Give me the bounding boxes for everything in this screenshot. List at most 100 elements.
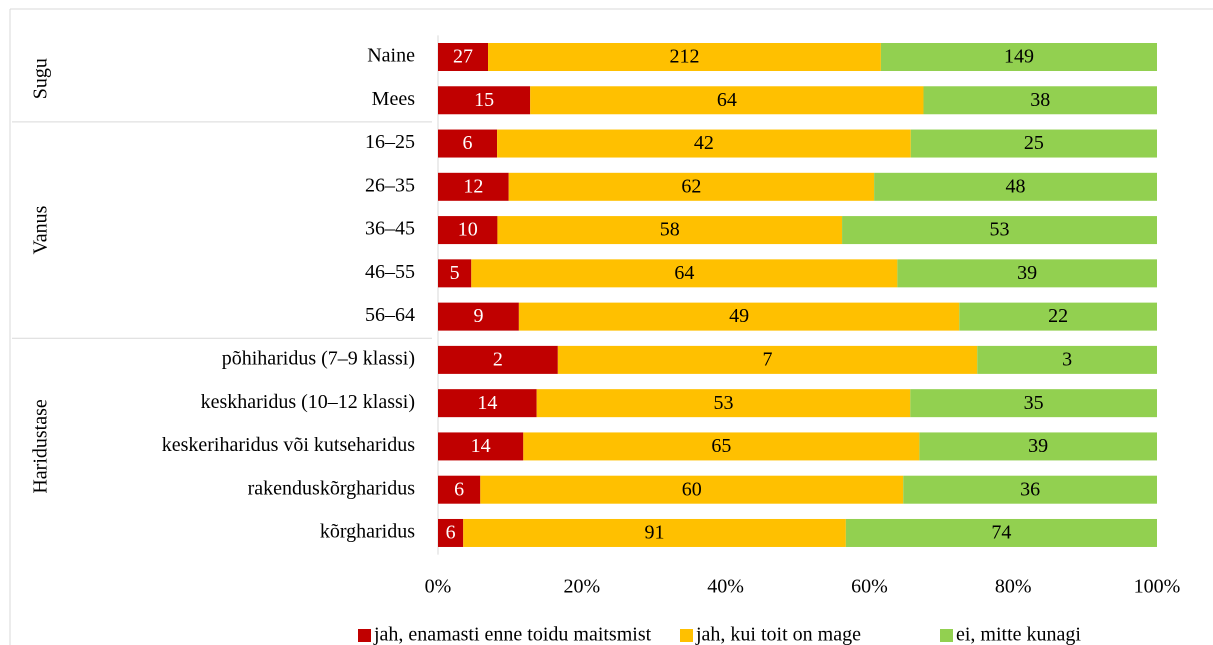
data-label: 64: [674, 262, 694, 284]
data-label: 42: [694, 132, 714, 154]
data-label: 60: [682, 478, 702, 500]
data-label: 53: [713, 392, 733, 414]
bar-segment: [480, 475, 904, 504]
bar-segment: [488, 43, 881, 71]
bar-segment: [910, 389, 1157, 418]
bar-segment: [903, 475, 1157, 504]
data-label: 64: [717, 89, 737, 111]
y-tick-label: Naine: [367, 45, 415, 67]
data-label: 15: [474, 89, 494, 111]
data-label: 6: [463, 132, 473, 154]
y-tick-label: rakenduskõrgharidus: [248, 477, 416, 499]
bar-segment: [438, 259, 472, 288]
data-label: 35: [1024, 392, 1044, 414]
bar-segment: [497, 216, 843, 245]
y-tick-label: 46–55: [365, 261, 415, 283]
data-label: 149: [1004, 46, 1034, 68]
data-label: 14: [471, 435, 491, 457]
bar-segment: [438, 389, 537, 418]
data-label: 12: [463, 175, 483, 197]
bar-segment: [438, 432, 524, 461]
bar-segment: [523, 432, 920, 461]
y-tick-label: 36–45: [365, 218, 415, 240]
bar-segment: [977, 345, 1157, 374]
bar-segment: [508, 172, 875, 201]
data-label: 9: [473, 305, 483, 327]
data-label: 14: [477, 392, 497, 414]
data-label: 27: [453, 46, 473, 68]
data-label: 49: [729, 305, 749, 327]
data-label: 39: [1017, 262, 1037, 284]
bar-segment: [438, 216, 498, 245]
data-label: 91: [645, 522, 665, 544]
data-label: 53: [990, 219, 1010, 241]
bar-segment: [959, 302, 1157, 331]
y-tick-label: kõrgharidus: [320, 521, 415, 543]
y-tick-label: 56–64: [365, 304, 415, 326]
x-tick-label: 80%: [995, 576, 1032, 598]
data-label: 74: [991, 522, 1011, 544]
legend-label: ei, mitte kunagi: [956, 624, 1081, 645]
y-tick-label: keskeriharidus või kutseharidus: [162, 434, 415, 456]
bar-segment: [845, 518, 1157, 547]
data-label: 39: [1028, 435, 1048, 457]
bar-segment: [438, 345, 558, 374]
legend-label: jah, enamasti enne toidu maitsmist: [373, 624, 652, 645]
bar-segment: [874, 172, 1157, 201]
bar-segment: [880, 43, 1157, 71]
x-tick-label: 40%: [707, 576, 744, 598]
data-label: 6: [446, 522, 456, 544]
data-label: 62: [681, 175, 701, 197]
group-label: Sugu: [30, 58, 52, 99]
x-tick-label: 60%: [851, 576, 888, 598]
data-label: 25: [1024, 132, 1044, 154]
bar-segment: [842, 216, 1157, 245]
data-label: 2: [493, 348, 503, 370]
data-label: 6: [454, 478, 464, 500]
data-label: 212: [669, 46, 699, 68]
data-label: 3: [1062, 348, 1072, 370]
bar-segment: [497, 129, 911, 158]
x-tick-label: 0%: [425, 576, 452, 598]
data-label: 10: [458, 219, 478, 241]
y-tick-label: põhiharidus (7–9 klassi): [222, 347, 415, 369]
data-label: 65: [711, 435, 731, 457]
legend-swatch: [680, 629, 693, 642]
y-tick-label: 26–35: [365, 174, 415, 196]
data-label: 7: [763, 348, 773, 370]
y-tick-label: keskharidus (10–12 klassi): [201, 391, 415, 413]
data-label: 48: [1006, 175, 1026, 197]
bar-segment: [530, 86, 924, 115]
bar-segment: [897, 259, 1157, 288]
legend-swatch: [358, 629, 371, 642]
data-label: 22: [1048, 305, 1068, 327]
data-label: 58: [660, 219, 680, 241]
bar-segment: [438, 475, 481, 504]
y-tick-label: 16–25: [365, 131, 415, 153]
data-label: 38: [1030, 89, 1050, 111]
bar-segment: [438, 129, 498, 158]
bar-segment: [910, 129, 1157, 158]
legend-swatch: [940, 629, 953, 642]
data-label: 5: [450, 262, 460, 284]
bar-segment: [518, 302, 960, 331]
bar-segment: [438, 302, 519, 331]
data-label: 36: [1020, 478, 1040, 500]
bar-segment: [438, 172, 509, 201]
y-tick-label: Mees: [372, 88, 416, 110]
bar-segment: [919, 432, 1157, 461]
x-tick-label: 100%: [1134, 576, 1181, 598]
bar-segment: [923, 86, 1157, 115]
legend-label: jah, kui toit on mage: [695, 624, 861, 645]
bar-segment: [463, 518, 846, 547]
bar-segment: [471, 259, 898, 288]
bar-segment: [536, 389, 911, 418]
bar-segment: [438, 518, 464, 547]
bar-segment: [438, 86, 531, 115]
x-tick-label: 20%: [563, 576, 600, 598]
group-label: Vanus: [30, 205, 52, 254]
bar-segment: [438, 43, 489, 71]
group-label: Haridustase: [30, 399, 52, 494]
bar-segment: [557, 345, 978, 374]
